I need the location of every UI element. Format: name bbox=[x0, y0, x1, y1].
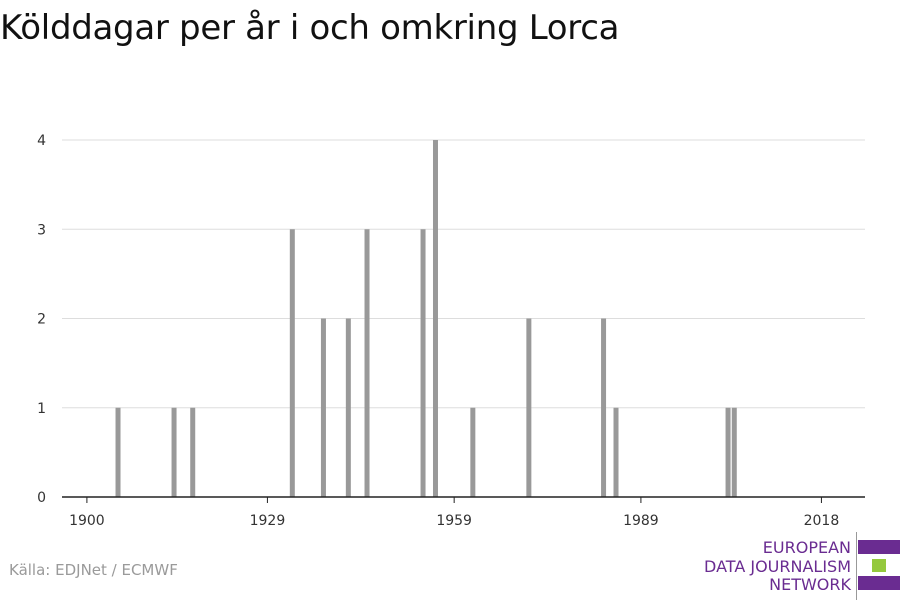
grid-layer bbox=[62, 139, 865, 409]
bar-layer bbox=[115, 140, 737, 497]
logo-separator bbox=[856, 532, 857, 600]
x-tick-label: 2018 bbox=[804, 513, 840, 529]
logo-bar-green bbox=[872, 559, 886, 572]
y-tick-label: 1 bbox=[37, 401, 46, 417]
y-tick-label: 3 bbox=[37, 222, 46, 238]
logo-bar-purple-top bbox=[858, 540, 900, 554]
x-tick-label: 1959 bbox=[436, 513, 472, 529]
logo-line-2: DATA JOURNALISM bbox=[704, 557, 851, 576]
y-tick-label: 2 bbox=[37, 312, 46, 328]
bar-1914 bbox=[171, 407, 177, 497]
bar-1942 bbox=[345, 318, 351, 497]
bar-1962 bbox=[470, 407, 476, 497]
source-note: Källa: EDJNet / ECMWF bbox=[9, 561, 178, 579]
bar-1954 bbox=[420, 229, 426, 497]
chart-title: Kölddagar per år i och omkring Lorca bbox=[0, 8, 620, 48]
bar-1933 bbox=[289, 229, 295, 497]
bar-1917 bbox=[190, 407, 196, 497]
logo-line-3: NETWORK bbox=[769, 575, 851, 594]
bar-1983 bbox=[601, 318, 607, 497]
x-tick-label: 1989 bbox=[623, 513, 659, 529]
y-tick-label: 0 bbox=[37, 490, 46, 506]
bar-1971 bbox=[526, 318, 532, 497]
bar-1938 bbox=[320, 318, 326, 497]
bar-2004 bbox=[731, 407, 737, 497]
bar-1905 bbox=[115, 407, 121, 497]
bar-1945 bbox=[364, 229, 370, 497]
edjnet-logo: EUROPEAN DATA JOURNALISM NETWORK bbox=[600, 530, 900, 600]
bar-1985 bbox=[613, 407, 619, 497]
axis-layer: 0 1 2 3 4 1900 1929 1959 1989 2018 bbox=[37, 133, 865, 529]
bar-2003 bbox=[725, 407, 731, 497]
x-tick-label: 1929 bbox=[250, 513, 286, 529]
bar-1956 bbox=[432, 140, 438, 497]
logo-line-1: EUROPEAN bbox=[762, 538, 851, 557]
y-tick-label: 4 bbox=[37, 133, 46, 149]
x-tick-label: 1900 bbox=[69, 513, 105, 529]
logo-bar-purple-bottom bbox=[858, 576, 900, 590]
